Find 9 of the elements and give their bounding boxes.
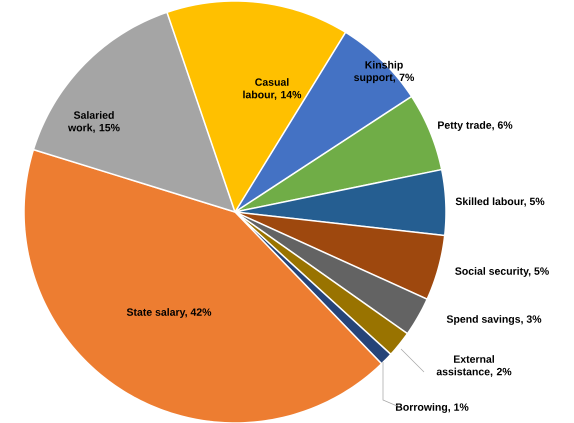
slice-label: Spend savings, 3% (446, 315, 542, 325)
slice-label: Borrowing, 1% (396, 403, 468, 413)
slice-label: External assistance, 2% (436, 355, 512, 377)
slice-label: Salaried work, 15% (68, 111, 120, 133)
slice-label: Social security, 5% (455, 267, 549, 277)
slice-label: Casual labour, 14% (243, 78, 302, 100)
slice-label: State salary, 42% (126, 308, 212, 318)
slice-label: Skilled labour, 5% (456, 197, 544, 207)
slice-label: Petty trade, 6% (438, 121, 512, 131)
